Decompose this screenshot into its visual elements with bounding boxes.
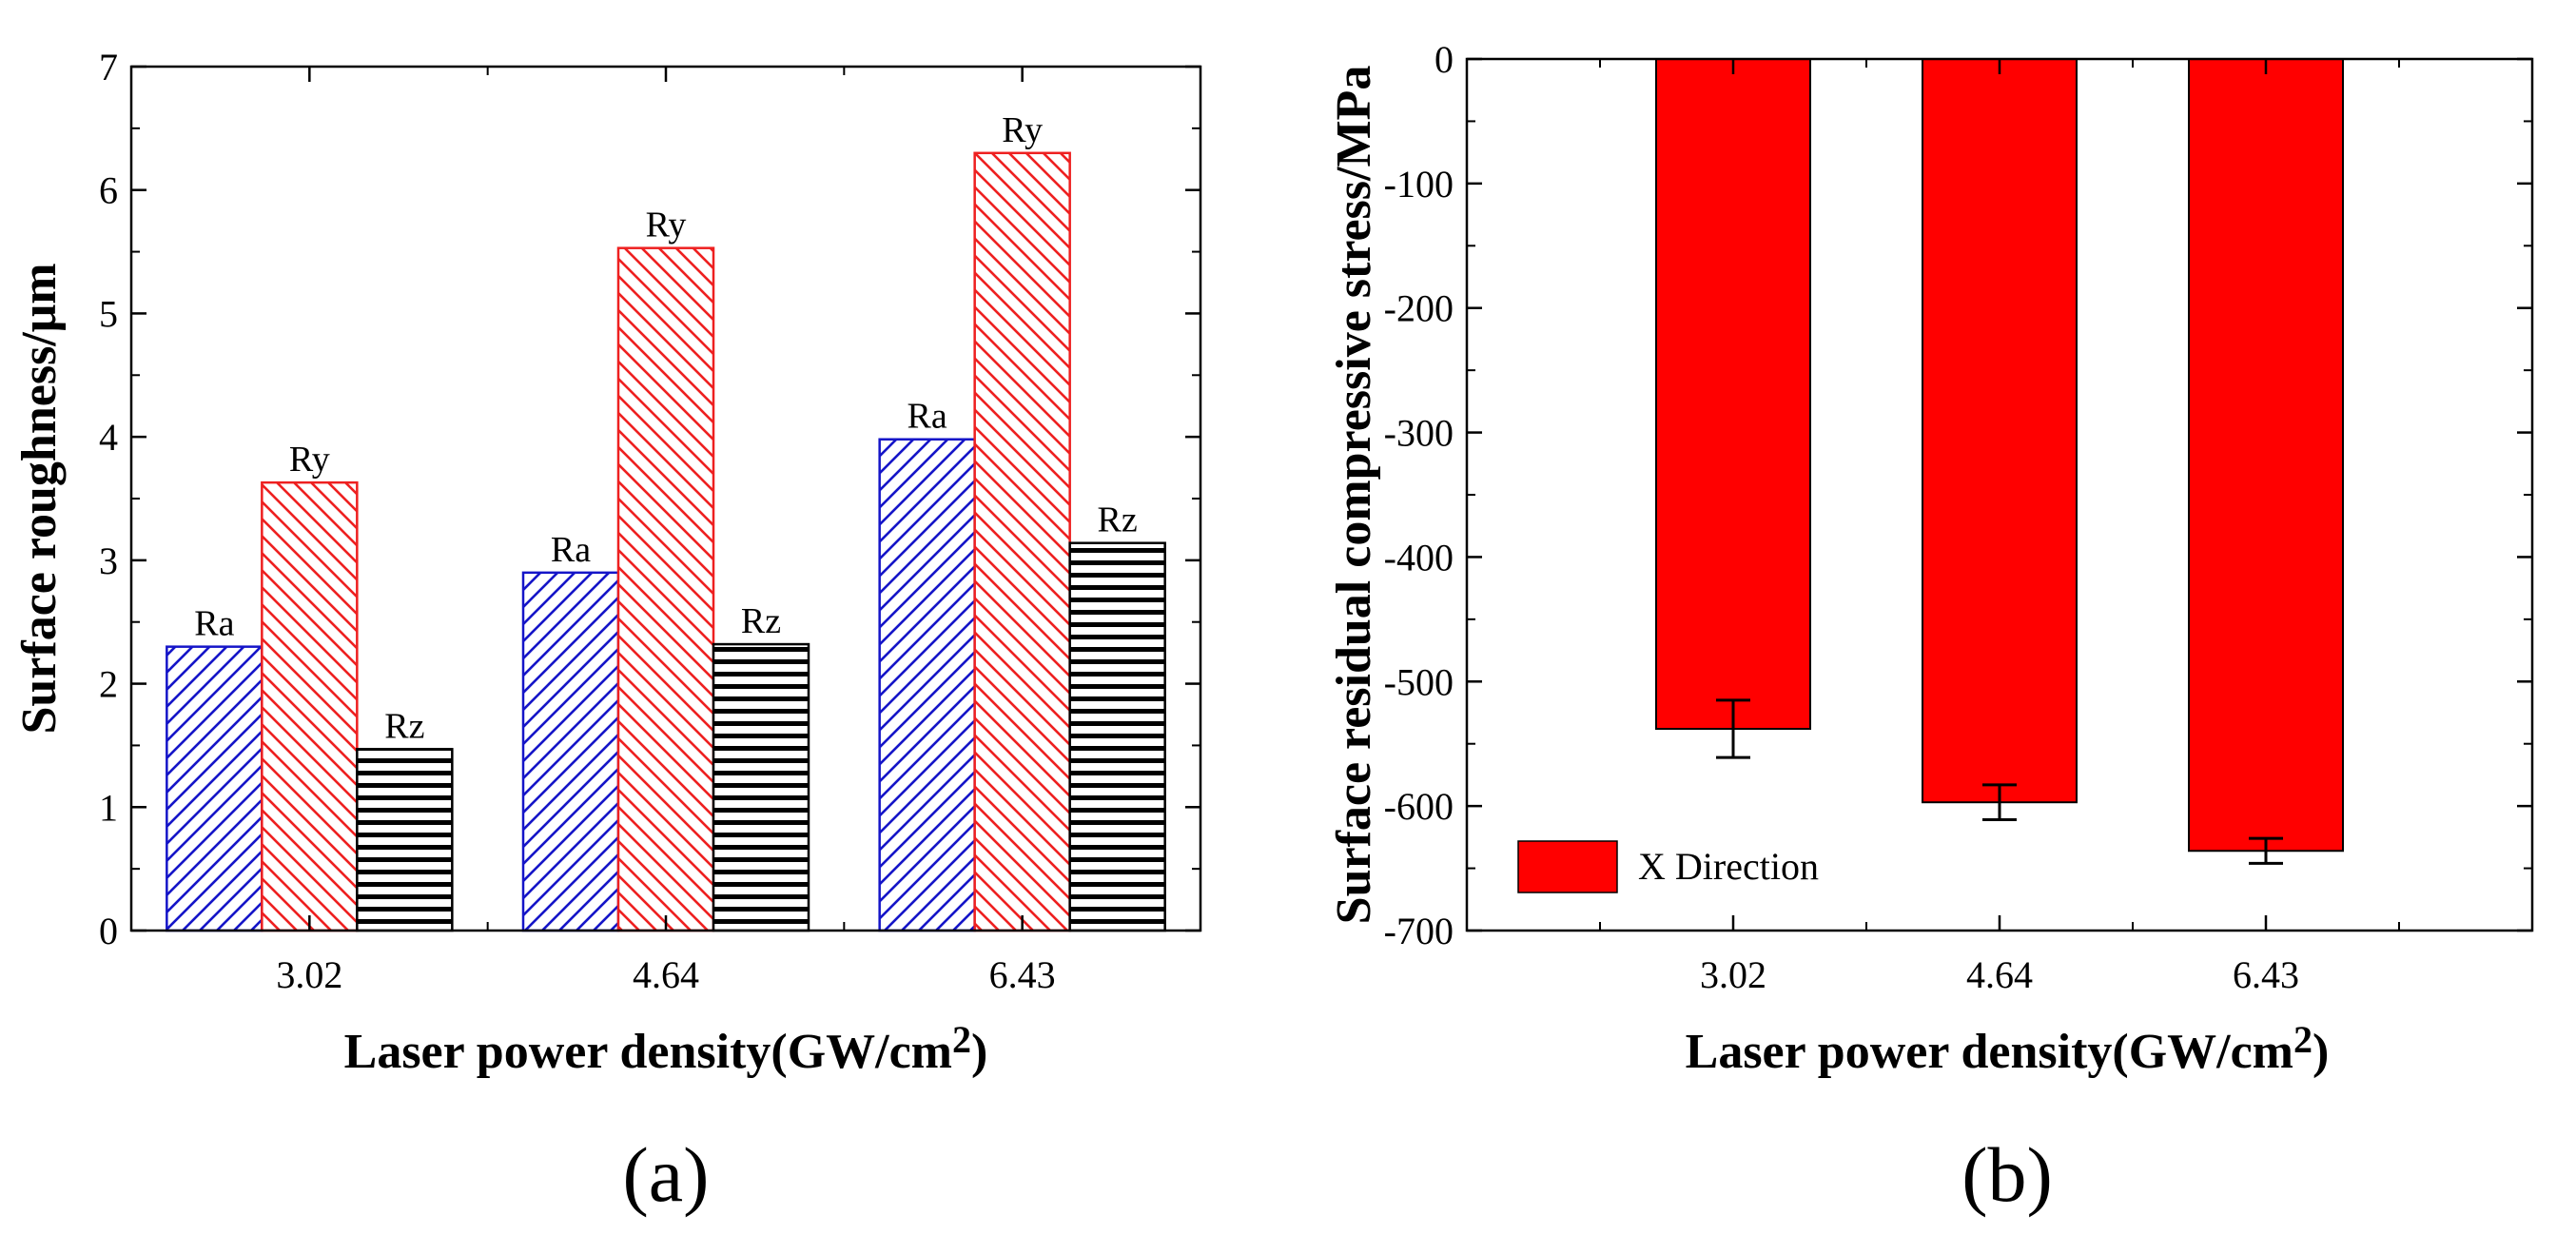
y-tick-label: -400 bbox=[1384, 536, 1454, 578]
bar-ra bbox=[878, 438, 976, 932]
bar-label-rz: Rz bbox=[741, 601, 781, 641]
bar-rz bbox=[712, 642, 810, 932]
bar-label-ry: Ry bbox=[289, 440, 330, 480]
bar-ry bbox=[616, 246, 715, 932]
y-tick-label: -700 bbox=[1384, 910, 1454, 952]
legend-label-x-direction: X Direction bbox=[1638, 845, 1819, 888]
bar-x-direction bbox=[1655, 58, 1811, 731]
y-tick-label: -100 bbox=[1384, 163, 1454, 206]
panel-label-b: (b) bbox=[1961, 1131, 2053, 1218]
roughness-y-axis: 0 1 2 3 4 5 6 7 bbox=[99, 46, 1200, 952]
y-tick-label: 6 bbox=[99, 169, 118, 212]
stress-y-axis: 0 -100 -200 -300 -400 -500 -600 -700 bbox=[1384, 38, 2532, 952]
stress-bars bbox=[1655, 58, 2344, 853]
stress-chart: 0 -100 -200 -300 -400 -500 -600 -700 3.02 4.64 6.… bbox=[1327, 38, 2534, 1218]
y-tick-label: 1 bbox=[99, 786, 118, 829]
bar-x-direction bbox=[1922, 58, 2078, 804]
y-tick-label: 0 bbox=[99, 910, 118, 952]
stress-legend: X Direction bbox=[1517, 840, 1819, 893]
y-tick-label: -600 bbox=[1384, 785, 1454, 828]
panel-label-a: (a) bbox=[622, 1131, 709, 1218]
bar-ra bbox=[521, 571, 620, 932]
roughness-x-axis: 3.02 4.64 6.43 bbox=[276, 67, 1056, 996]
x-tick-label: 6.43 bbox=[2233, 953, 2299, 996]
y-tick-label: 2 bbox=[99, 663, 118, 706]
legend-swatch-x-direction bbox=[1517, 840, 1618, 893]
bar-x-direction bbox=[2188, 58, 2344, 853]
bar-label-ra: Ra bbox=[194, 604, 234, 644]
y-tick-label: 5 bbox=[99, 292, 118, 335]
roughness-chart: Ra Ra Ra Ry Ry Ry Rz Rz Rz 0 1 2 3 4 5 6 7 3.02 4.64 6.43… bbox=[12, 46, 1202, 1218]
bar-ry bbox=[973, 151, 1071, 932]
bar-rz bbox=[356, 748, 454, 932]
bar-label-ry: Ry bbox=[646, 206, 687, 245]
bar-label-ra: Ra bbox=[907, 397, 947, 437]
roughness-bar-labels: Ra Ra Ra Ry Ry Ry Rz Rz Rz bbox=[194, 110, 1138, 747]
stress-x-axis-title: Laser power density(GW/cm2) bbox=[1686, 1018, 2330, 1079]
bar-label-rz: Rz bbox=[384, 706, 424, 746]
x-tick-label: 3.02 bbox=[1700, 953, 1766, 996]
y-tick-label: 4 bbox=[99, 416, 118, 459]
bar-label-ra: Ra bbox=[551, 530, 591, 570]
x-tick-label: 4.64 bbox=[1966, 953, 2033, 996]
stress-error-bars bbox=[1716, 698, 2283, 865]
bar-rz bbox=[1068, 541, 1166, 932]
bar-label-rz: Rz bbox=[1098, 500, 1138, 540]
y-tick-label: -300 bbox=[1384, 412, 1454, 455]
y-tick-label: -500 bbox=[1384, 660, 1454, 703]
roughness-bars bbox=[166, 151, 1166, 932]
y-tick-label: 7 bbox=[99, 46, 118, 88]
bar-ry bbox=[261, 480, 359, 932]
x-tick-label: 4.64 bbox=[633, 953, 699, 996]
stress-x-axis: 3.02 4.64 6.43 bbox=[1599, 59, 2400, 996]
roughness-y-axis-title: Surface roughness/μm bbox=[12, 263, 67, 734]
y-tick-label: 0 bbox=[1434, 38, 1454, 81]
y-tick-label: 3 bbox=[99, 539, 118, 582]
roughness-x-axis-title: Laser power density(GW/cm2) bbox=[344, 1018, 988, 1079]
y-tick-label: -200 bbox=[1384, 287, 1454, 330]
x-tick-label: 3.02 bbox=[276, 953, 342, 996]
stress-y-axis-title: Surface residual compressive stress/MPa bbox=[1327, 66, 1381, 925]
bar-label-ry: Ry bbox=[1002, 110, 1043, 150]
bar-ra bbox=[166, 645, 263, 932]
x-tick-label: 6.43 bbox=[989, 953, 1056, 996]
